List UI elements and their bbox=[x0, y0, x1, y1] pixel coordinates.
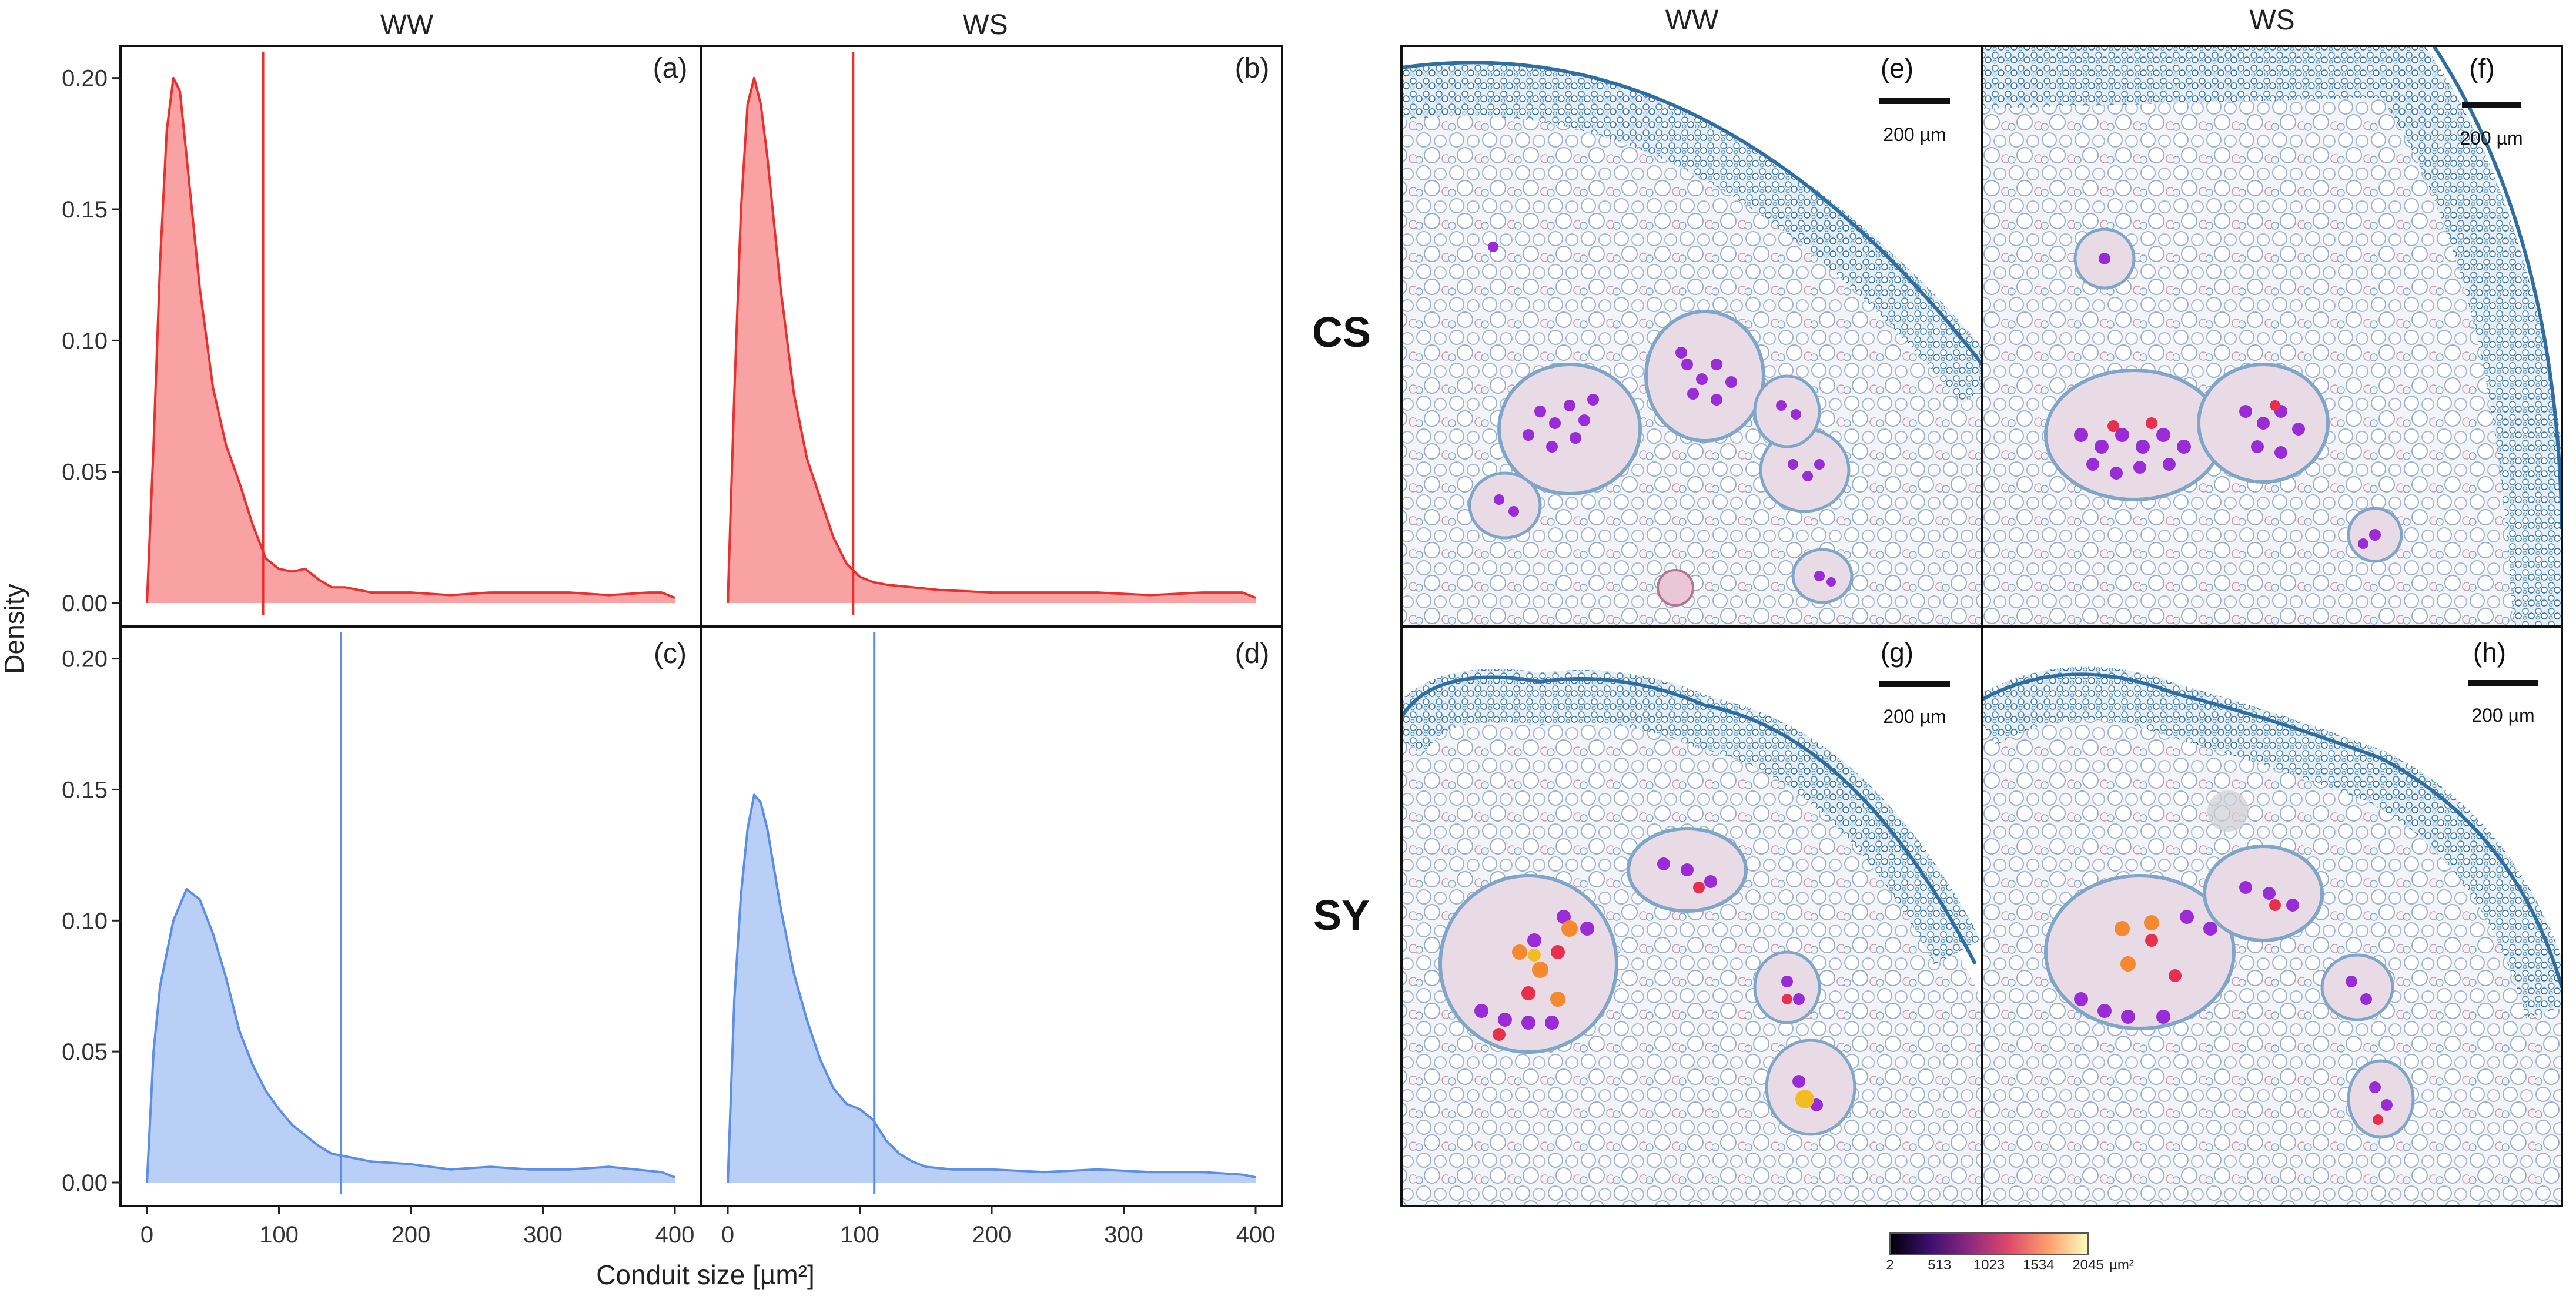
colorbar-tick-label: 2045 bbox=[2072, 1257, 2103, 1273]
row-label-cs: CS bbox=[1312, 309, 1371, 356]
scale-label-f: 200 µm bbox=[2460, 128, 2523, 149]
panel-label: (a) bbox=[653, 53, 688, 84]
y-tick-label: 0.00 bbox=[62, 591, 108, 617]
colorbar-tick-label: 1534 bbox=[2023, 1257, 2054, 1273]
x-tick-label: 200 bbox=[392, 1222, 431, 1248]
panel-label-e: (e) bbox=[1881, 53, 1913, 83]
colorbar-ticks: 2 513 1023 1534 2045 µm² bbox=[1886, 1257, 2134, 1273]
y-tick-label: 0.00 bbox=[62, 1170, 108, 1196]
x-tick-label: 0 bbox=[721, 1222, 734, 1248]
x-tick-label: 400 bbox=[655, 1222, 695, 1248]
x-tick-label: 300 bbox=[523, 1222, 563, 1248]
density-area bbox=[728, 795, 1256, 1183]
y-axis-label: Density bbox=[0, 584, 29, 674]
panel-label: (b) bbox=[1235, 53, 1270, 84]
scale-label-h: 200 µm bbox=[2471, 705, 2534, 726]
colorbar bbox=[1889, 1232, 2089, 1255]
y-tick-label: 0.05 bbox=[62, 460, 108, 485]
y-tick-label: 0.15 bbox=[62, 197, 108, 223]
panel-label-h: (h) bbox=[2473, 637, 2506, 668]
density-area bbox=[147, 78, 675, 603]
colorbar-tick-label: 2 bbox=[1886, 1257, 1893, 1273]
x-axis-label: Conduit size [µm²] bbox=[596, 1260, 815, 1290]
micrograph-g bbox=[1401, 627, 1982, 1206]
row-label-sy: SY bbox=[1313, 892, 1370, 939]
x-tick-label: 200 bbox=[972, 1222, 1012, 1248]
col-header-ww-left: WW bbox=[380, 9, 434, 41]
y-tick-label: 0.20 bbox=[62, 66, 108, 92]
density-line bbox=[146, 887, 675, 1183]
x-tick-label: 300 bbox=[1104, 1222, 1143, 1248]
density-panel-d: (d) 0 100 200 300 400 bbox=[700, 625, 1283, 1248]
x-tick-label: 100 bbox=[840, 1222, 879, 1248]
density-area bbox=[728, 78, 1256, 603]
colorbar-tick-label: 1023 bbox=[1973, 1257, 2005, 1273]
density-panel-c: (c) 0.00 0.05 0.10 0.15 0.20 0 100 200 300 400 bbox=[62, 625, 702, 1248]
micrograph-f bbox=[1982, 46, 2562, 627]
col-header-ww-right: WW bbox=[1665, 5, 1719, 36]
density-area bbox=[147, 889, 675, 1183]
density-line bbox=[146, 76, 675, 604]
panel-label-f: (f) bbox=[2469, 53, 2494, 83]
panel-label: (d) bbox=[1235, 638, 1270, 669]
colorbar-unit: µm² bbox=[2109, 1257, 2134, 1273]
micrograph-h bbox=[1982, 627, 2562, 1206]
panel-label: (c) bbox=[654, 638, 687, 669]
y-tick-label: 0.05 bbox=[62, 1039, 108, 1065]
density-panel-a: (a) 0.00 0.05 0.10 0.15 0.20 bbox=[62, 45, 702, 628]
y-tick-label: 0.10 bbox=[62, 328, 108, 354]
micrograph-h-frame bbox=[1981, 625, 2563, 1207]
y-tick-label: 0.15 bbox=[62, 777, 108, 803]
micrograph-e bbox=[1401, 46, 1982, 627]
col-header-ws-right: WS bbox=[2249, 5, 2294, 36]
x-tick-label: 0 bbox=[140, 1222, 153, 1248]
density-charts: (a) 0.00 0.05 0.10 0.15 0.20 (b) (c) 0.00 0.05 0.1… bbox=[62, 45, 1283, 1248]
scale-label-e: 200 µm bbox=[1883, 124, 1946, 145]
x-tick-label: 400 bbox=[1236, 1222, 1276, 1248]
y-tick-label: 0.10 bbox=[62, 908, 108, 934]
x-tick-label: 100 bbox=[259, 1222, 299, 1248]
density-panel-b: (b) bbox=[700, 45, 1283, 628]
y-tick-label: 0.20 bbox=[62, 647, 108, 672]
panel-label-g: (g) bbox=[1881, 637, 1913, 668]
colorbar-tick-label: 513 bbox=[1928, 1257, 1951, 1273]
col-header-ws-left: WS bbox=[962, 9, 1008, 41]
scale-label-g: 200 µm bbox=[1883, 706, 1946, 727]
density-line bbox=[727, 793, 1256, 1183]
